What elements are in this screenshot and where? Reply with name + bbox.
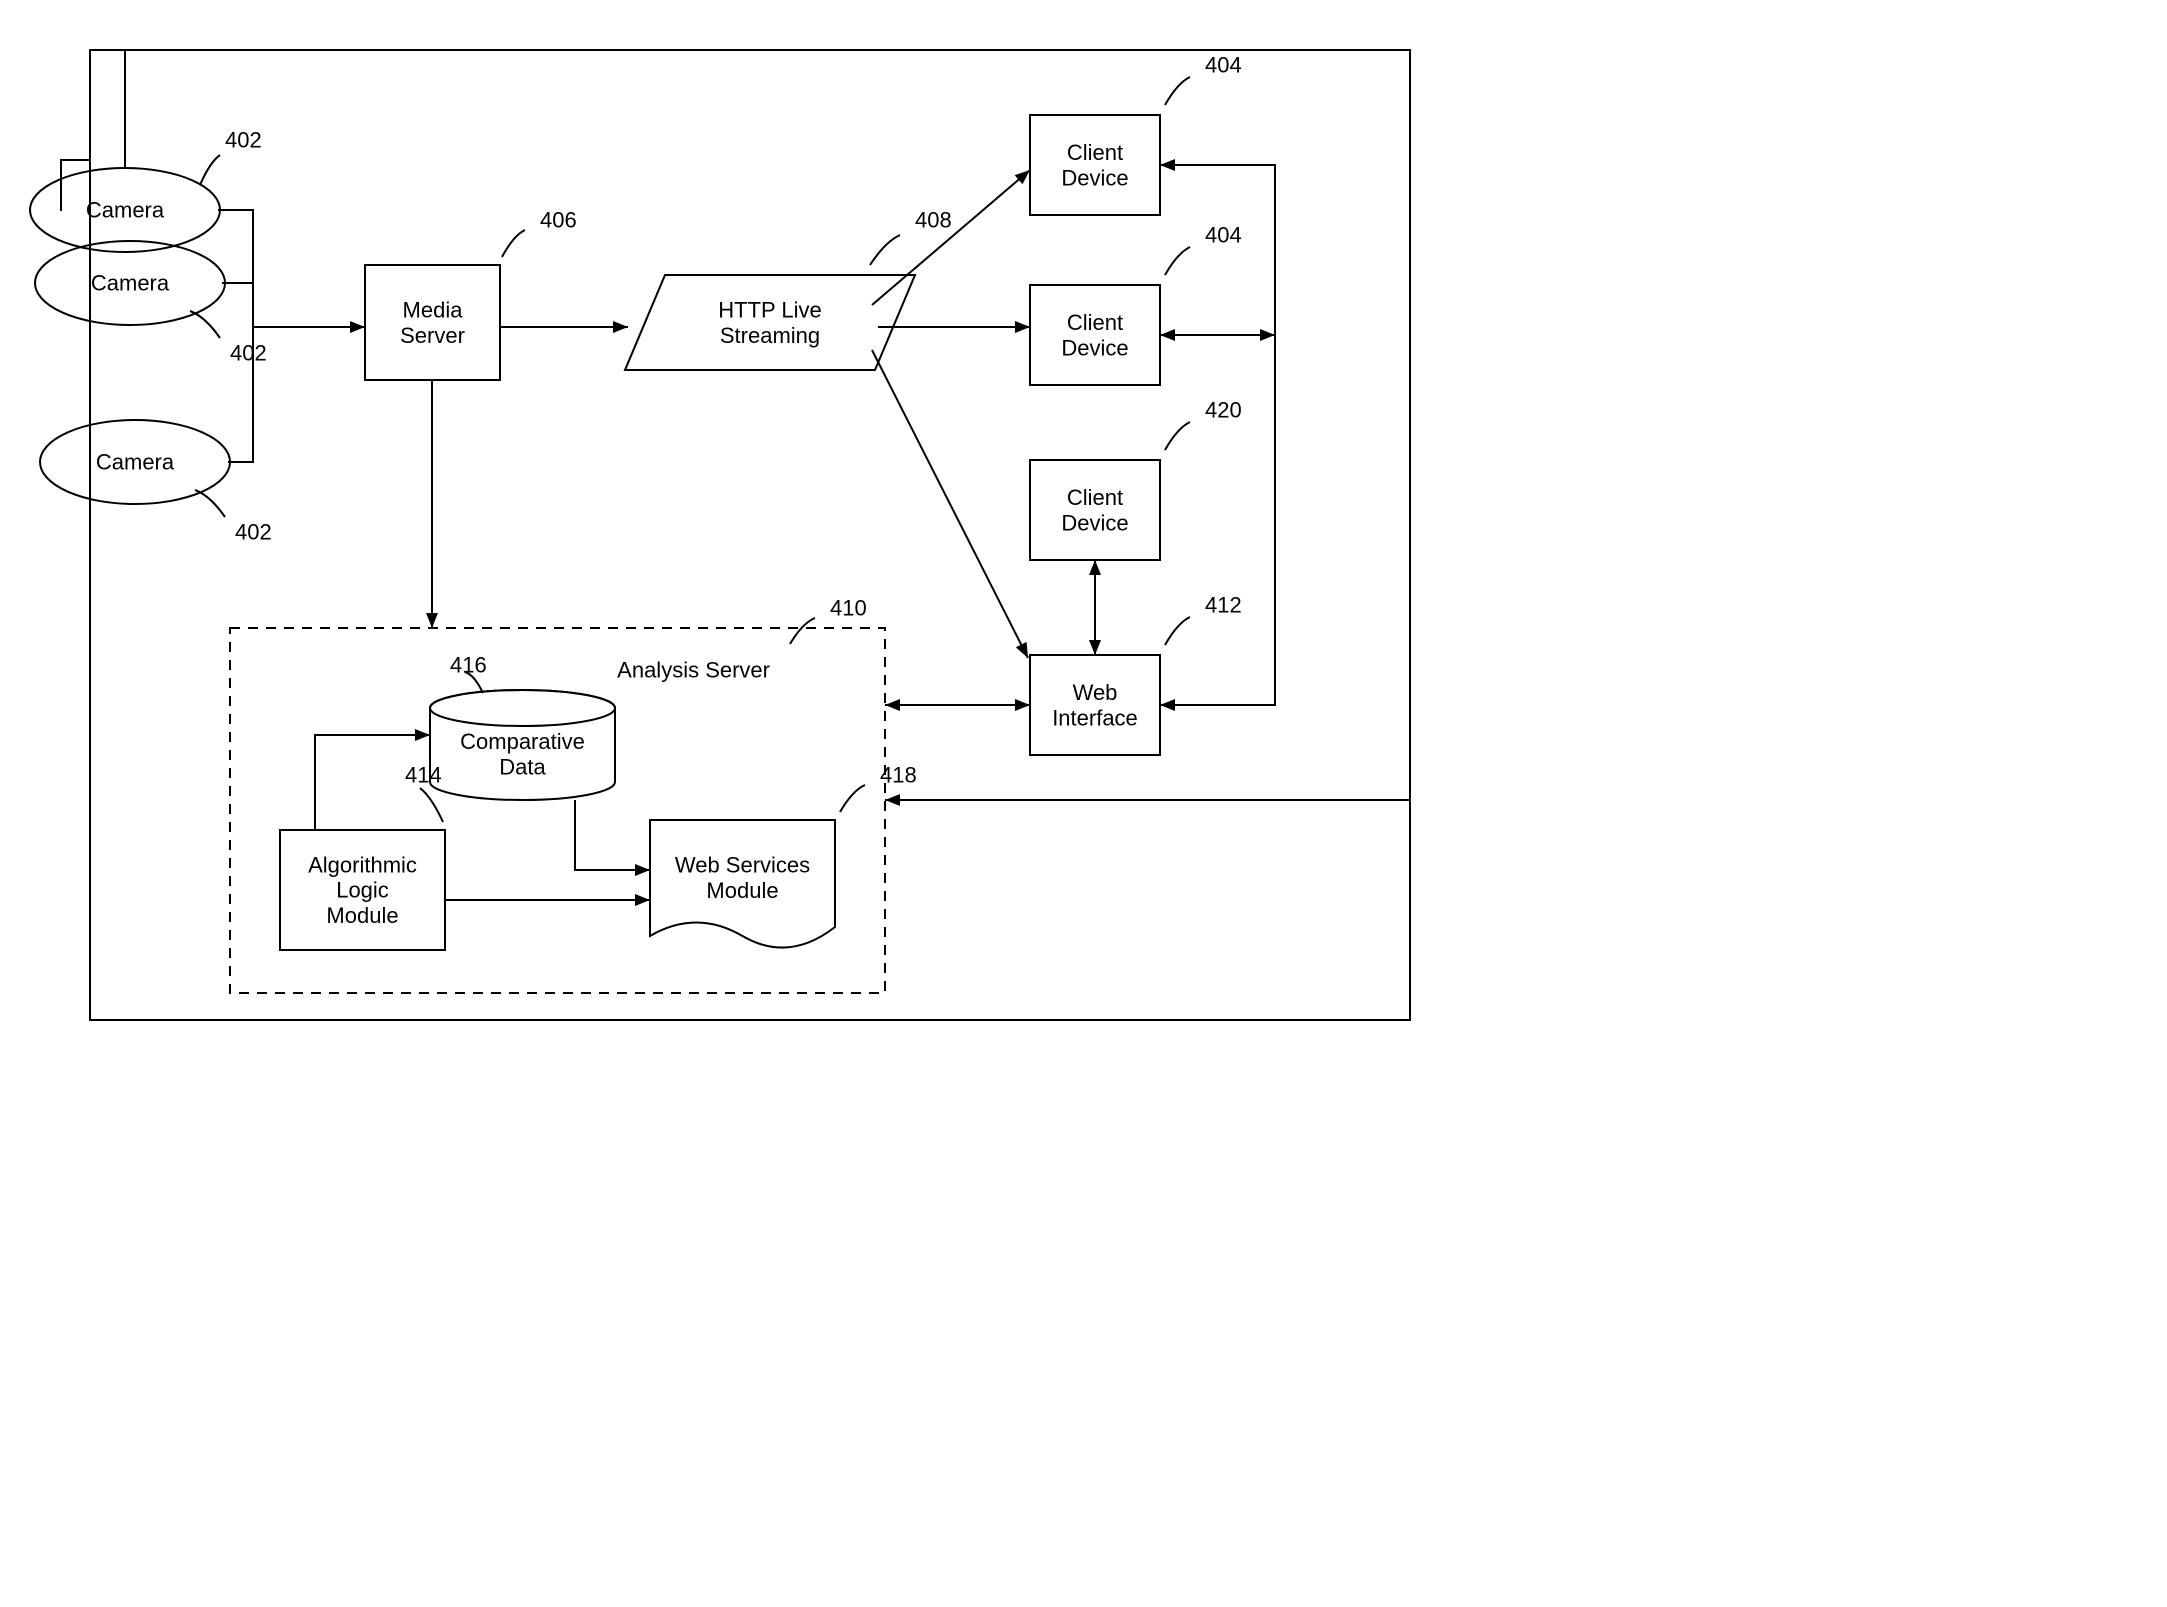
camera1: Camera 402	[30, 128, 262, 252]
svg-text:Camera: Camera	[91, 271, 170, 296]
wsm: Web ServicesModule 418	[650, 763, 917, 948]
analysis_box: Analysis Server 410	[230, 596, 885, 993]
svg-text:402: 402	[230, 341, 267, 366]
svg-text:404: 404	[1205, 223, 1242, 248]
svg-text:408: 408	[915, 208, 952, 233]
svg-text:WebInterface: WebInterface	[1052, 680, 1138, 730]
svg-text:404: 404	[1205, 53, 1242, 78]
svg-text:MediaServer: MediaServer	[400, 298, 465, 348]
svg-text:AlgorithmicLogicModule: AlgorithmicLogicModule	[308, 852, 417, 928]
svg-text:Camera: Camera	[96, 450, 175, 475]
client2: ClientDevice 404	[1030, 223, 1242, 385]
svg-text:402: 402	[225, 128, 262, 153]
svg-text:ComparativeData: ComparativeData	[460, 729, 585, 779]
svg-text:402: 402	[235, 520, 272, 545]
camera2: Camera 402	[35, 241, 267, 366]
svg-text:420: 420	[1205, 398, 1242, 423]
media: MediaServer 406	[365, 208, 577, 380]
svg-text:410: 410	[830, 596, 867, 621]
client1: ClientDevice 404	[1030, 53, 1242, 215]
svg-text:416: 416	[450, 653, 487, 678]
camera3: Camera 402	[40, 420, 272, 545]
svg-text:406: 406	[540, 208, 577, 233]
svg-text:ClientDevice: ClientDevice	[1061, 140, 1128, 190]
client3: ClientDevice 420	[1030, 398, 1242, 560]
svg-text:ClientDevice: ClientDevice	[1061, 485, 1128, 535]
svg-text:Web ServicesModule: Web ServicesModule	[675, 853, 810, 903]
svg-text:Analysis Server: Analysis Server	[617, 658, 770, 683]
svg-text:HTTP LiveStreaming: HTTP LiveStreaming	[718, 298, 822, 348]
web: WebInterface 412	[1030, 593, 1242, 755]
svg-text:418: 418	[880, 763, 917, 788]
hls: HTTP LiveStreaming 408	[625, 208, 952, 370]
svg-text:412: 412	[1205, 593, 1242, 618]
db: ComparativeData 416	[430, 653, 615, 800]
svg-text:ClientDevice: ClientDevice	[1061, 310, 1128, 360]
alg: AlgorithmicLogicModule 414	[280, 763, 445, 950]
svg-text:Camera: Camera	[86, 198, 165, 223]
svg-text:414: 414	[405, 763, 442, 788]
